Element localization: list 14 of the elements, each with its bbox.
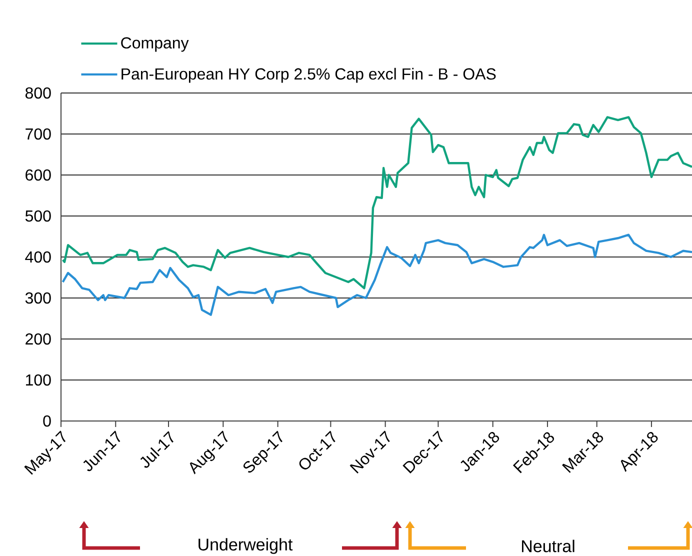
y-tick-label: 700 — [26, 128, 51, 140]
text: Neutral — [522, 540, 574, 552]
y-tick-label: 200 — [26, 333, 51, 345]
legend-label: Company — [121, 37, 189, 52]
y-tick-label: 300 — [25, 292, 51, 304]
y-tick-label: 600 — [26, 169, 51, 181]
legend-label: Pan-European HY Corp 2.5% Cap excl Fin - B - OAS — [122, 68, 496, 83]
y-tick-label: 500 — [25, 210, 51, 222]
line-series — [62, 234, 692, 316]
y-tick-label: 800 — [25, 87, 51, 99]
text: Underweight — [198, 538, 293, 554]
y-tick-label: 0 — [43, 415, 51, 427]
y-tick-label: 400 — [25, 251, 51, 263]
y-tick-label: 100 — [26, 374, 51, 386]
